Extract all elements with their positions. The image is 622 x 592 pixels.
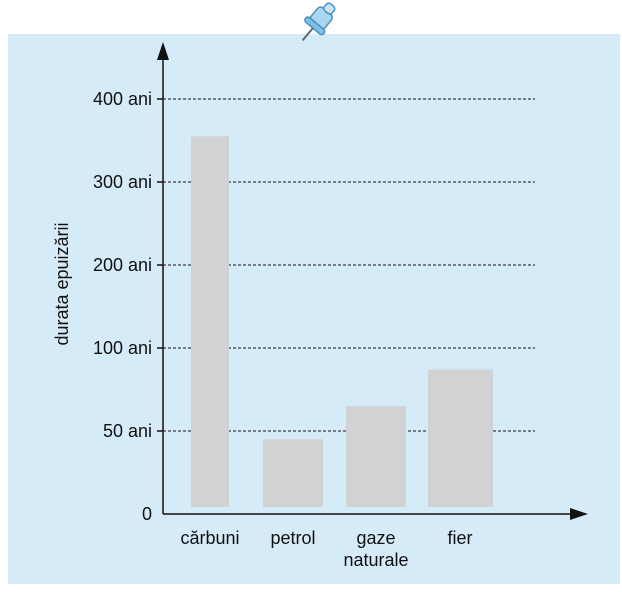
y-tick-label: 50 ani [103, 421, 152, 441]
axes [157, 42, 588, 520]
x-category-label: petrol [270, 528, 315, 548]
bar [263, 439, 323, 507]
bar [428, 369, 493, 507]
x-axis-arrow-icon [570, 508, 588, 520]
x-category-label: fier [447, 528, 472, 548]
y-tick-label: 300 ani [93, 172, 152, 192]
y-tick-label: 100 ani [93, 338, 152, 358]
y-tick-label: 400 ani [93, 89, 152, 109]
push-pin-icon [301, 2, 336, 42]
y-axis-title: durata epuizării [52, 222, 72, 345]
y-tick-label: 0 [142, 504, 152, 524]
bar [191, 136, 229, 507]
x-category-label: naturale [343, 550, 408, 570]
y-tick-label: 200 ani [93, 255, 152, 275]
x-category-label: gaze [356, 528, 395, 548]
x-category-label: cărbuni [180, 528, 239, 548]
bars [191, 136, 493, 507]
y-axis-arrow-icon [157, 42, 169, 60]
bar [346, 406, 406, 507]
y-tick-labels: 0 50 ani 100 ani 200 ani 300 ani 400 ani [93, 89, 152, 524]
